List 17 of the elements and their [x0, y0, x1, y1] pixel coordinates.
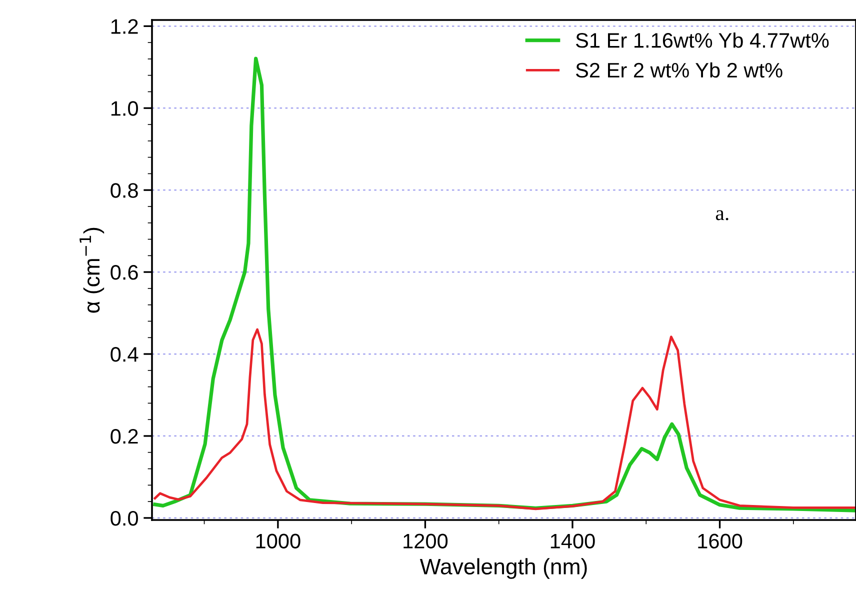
- line-series: [154, 328, 856, 510]
- legend-label: S2 Er 2 wt% Yb 2 wt%: [576, 62, 782, 78]
- legend-label: S1 Er 1.16wt% Yb 4.77wt%: [576, 32, 829, 48]
- y-tick-label: 0.4: [110, 347, 138, 362]
- y-tick-label: 0.0: [110, 510, 138, 526]
- y-tick-label: 0.6: [110, 265, 138, 280]
- y-tick-label: 1.0: [111, 101, 138, 116]
- x-tick-label: 1400: [550, 534, 595, 548]
- y-tick-label: 1.2: [111, 19, 138, 34]
- y-tick-label: 0.2: [110, 428, 138, 444]
- y-axis-title: α (cm$^{−1}$): [80, 228, 104, 313]
- x-axis-title: Wavelength (nm): [420, 558, 587, 579]
- x-tick-label: 1600: [698, 534, 742, 548]
- x-tick-label: 1200: [404, 534, 448, 548]
- annotation: a.: [716, 210, 728, 220]
- y-tick-label: 0.8: [110, 183, 138, 198]
- x-tick-label: 1000: [256, 534, 300, 548]
